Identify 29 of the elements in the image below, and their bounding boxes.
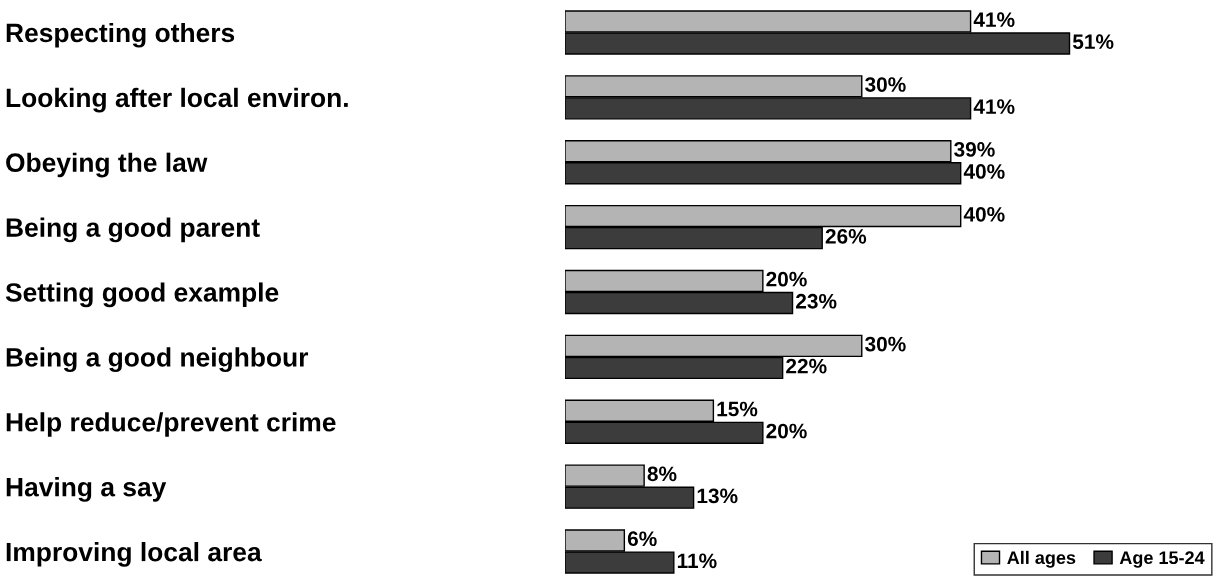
y-tick-label: Being a good neighbour [6,347,309,373]
data-label: 8% [647,466,677,482]
data-label: 40% [963,164,1005,179]
data-label: 6% [627,531,657,547]
legend-label: All ages [1007,550,1076,568]
legend-label: Age 15-24 [1119,551,1205,568]
data-label: 13% [697,488,738,504]
data-label: 26% [825,228,867,244]
data-label: 22% [786,358,827,374]
data-label: 51% [1072,34,1114,50]
data-label: 11% [677,553,717,569]
y-tick-label: Improving local area [6,541,262,567]
data-label: 39% [954,142,995,157]
y-tick-label: Setting good example [5,282,279,308]
data-label: 30% [865,336,906,352]
data-label: 20% [766,271,807,287]
data-label: 30% [865,77,906,92]
y-tick-label: Being a good parent [6,217,260,243]
y-tick-label: Help reduce/prevent crime [6,412,336,437]
y-tick-label: Obeying the law [6,152,208,178]
y-tick-label: Respecting others [6,22,235,48]
data-label: 40% [963,206,1005,222]
data-label: 41% [973,12,1015,27]
y-tick-label: Having a say [6,477,167,502]
y-tick-label: Looking after local environ. [6,87,348,113]
data-label: 41% [973,99,1015,114]
data-label: 20% [766,423,807,439]
data-label: 23% [796,293,837,309]
data-label: 15% [717,401,758,417]
